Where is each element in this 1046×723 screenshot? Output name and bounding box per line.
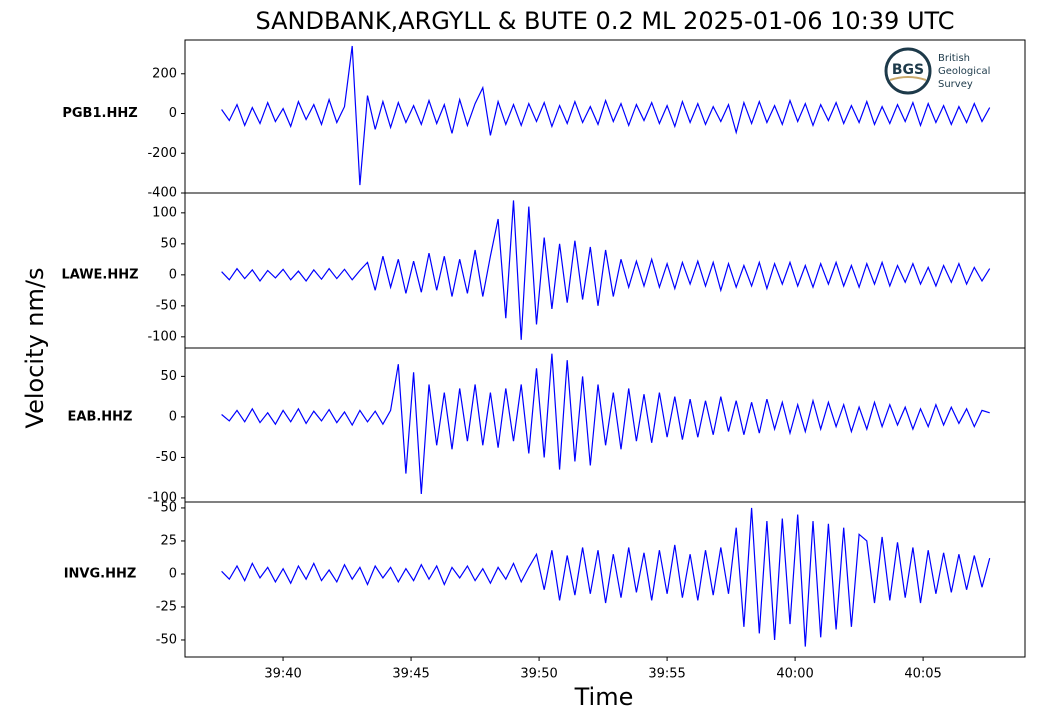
station-label: INVG.HHZ <box>64 566 137 581</box>
y-tick-label: 200 <box>152 66 177 81</box>
y-tick-label: 50 <box>160 369 177 384</box>
logo-text: British <box>938 53 970 64</box>
y-tick-label: -50 <box>156 298 177 313</box>
logo-ring <box>884 47 932 95</box>
logo: BGS British Geological Survey <box>884 47 990 95</box>
y-tick-label: -400 <box>147 186 177 201</box>
x-tick-label: 40:00 <box>776 667 813 682</box>
y-tick-label: 50 <box>160 236 177 251</box>
station-label: LAWE.HHZ <box>61 267 138 282</box>
x-tick-label: 39:40 <box>264 667 301 682</box>
waveform <box>221 200 991 340</box>
waveform <box>221 353 990 494</box>
y-tick-label: 100 <box>152 205 177 220</box>
waveform <box>221 45 991 186</box>
y-tick-label: 0 <box>169 566 177 581</box>
waveform <box>221 507 991 647</box>
y-tick-label: -50 <box>156 632 177 647</box>
panel-frame <box>184 347 1026 503</box>
y-tick-label: -25 <box>156 599 177 614</box>
y-tick-label: 0 <box>169 106 177 121</box>
chart-title: SANDBANK,ARGYLL & BUTE 0.2 ML 2025-01-06… <box>255 7 954 35</box>
y-tick-label: -100 <box>147 490 177 505</box>
y-tick-label: 0 <box>169 409 177 424</box>
y-tick-label: 0 <box>169 267 177 282</box>
x-tick-label: 40:05 <box>904 667 941 682</box>
logo-abbr: BGS <box>892 62 924 78</box>
y-tick-label: 25 <box>160 533 177 548</box>
panel-frame <box>184 192 1026 349</box>
y-tick-label: 50 <box>160 500 177 515</box>
logo-text: Survey <box>938 79 973 90</box>
logo-wave <box>889 76 927 81</box>
panel-frame <box>184 501 1026 658</box>
logo-text: Geological <box>938 66 990 77</box>
y-tick-label: -200 <box>147 146 177 161</box>
station-label: EAB.HHZ <box>68 409 133 424</box>
y-tick-label: -100 <box>147 329 177 344</box>
x-tick-label: 39:50 <box>520 667 557 682</box>
x-tick-label: 39:55 <box>648 667 685 682</box>
y-axis-label: Velocity nm/s <box>21 268 49 429</box>
x-tick-label: 39:45 <box>392 667 429 682</box>
station-label: PGB1.HHZ <box>62 106 137 121</box>
x-axis-label: Time <box>574 683 634 711</box>
y-tick-label: -50 <box>156 450 177 465</box>
